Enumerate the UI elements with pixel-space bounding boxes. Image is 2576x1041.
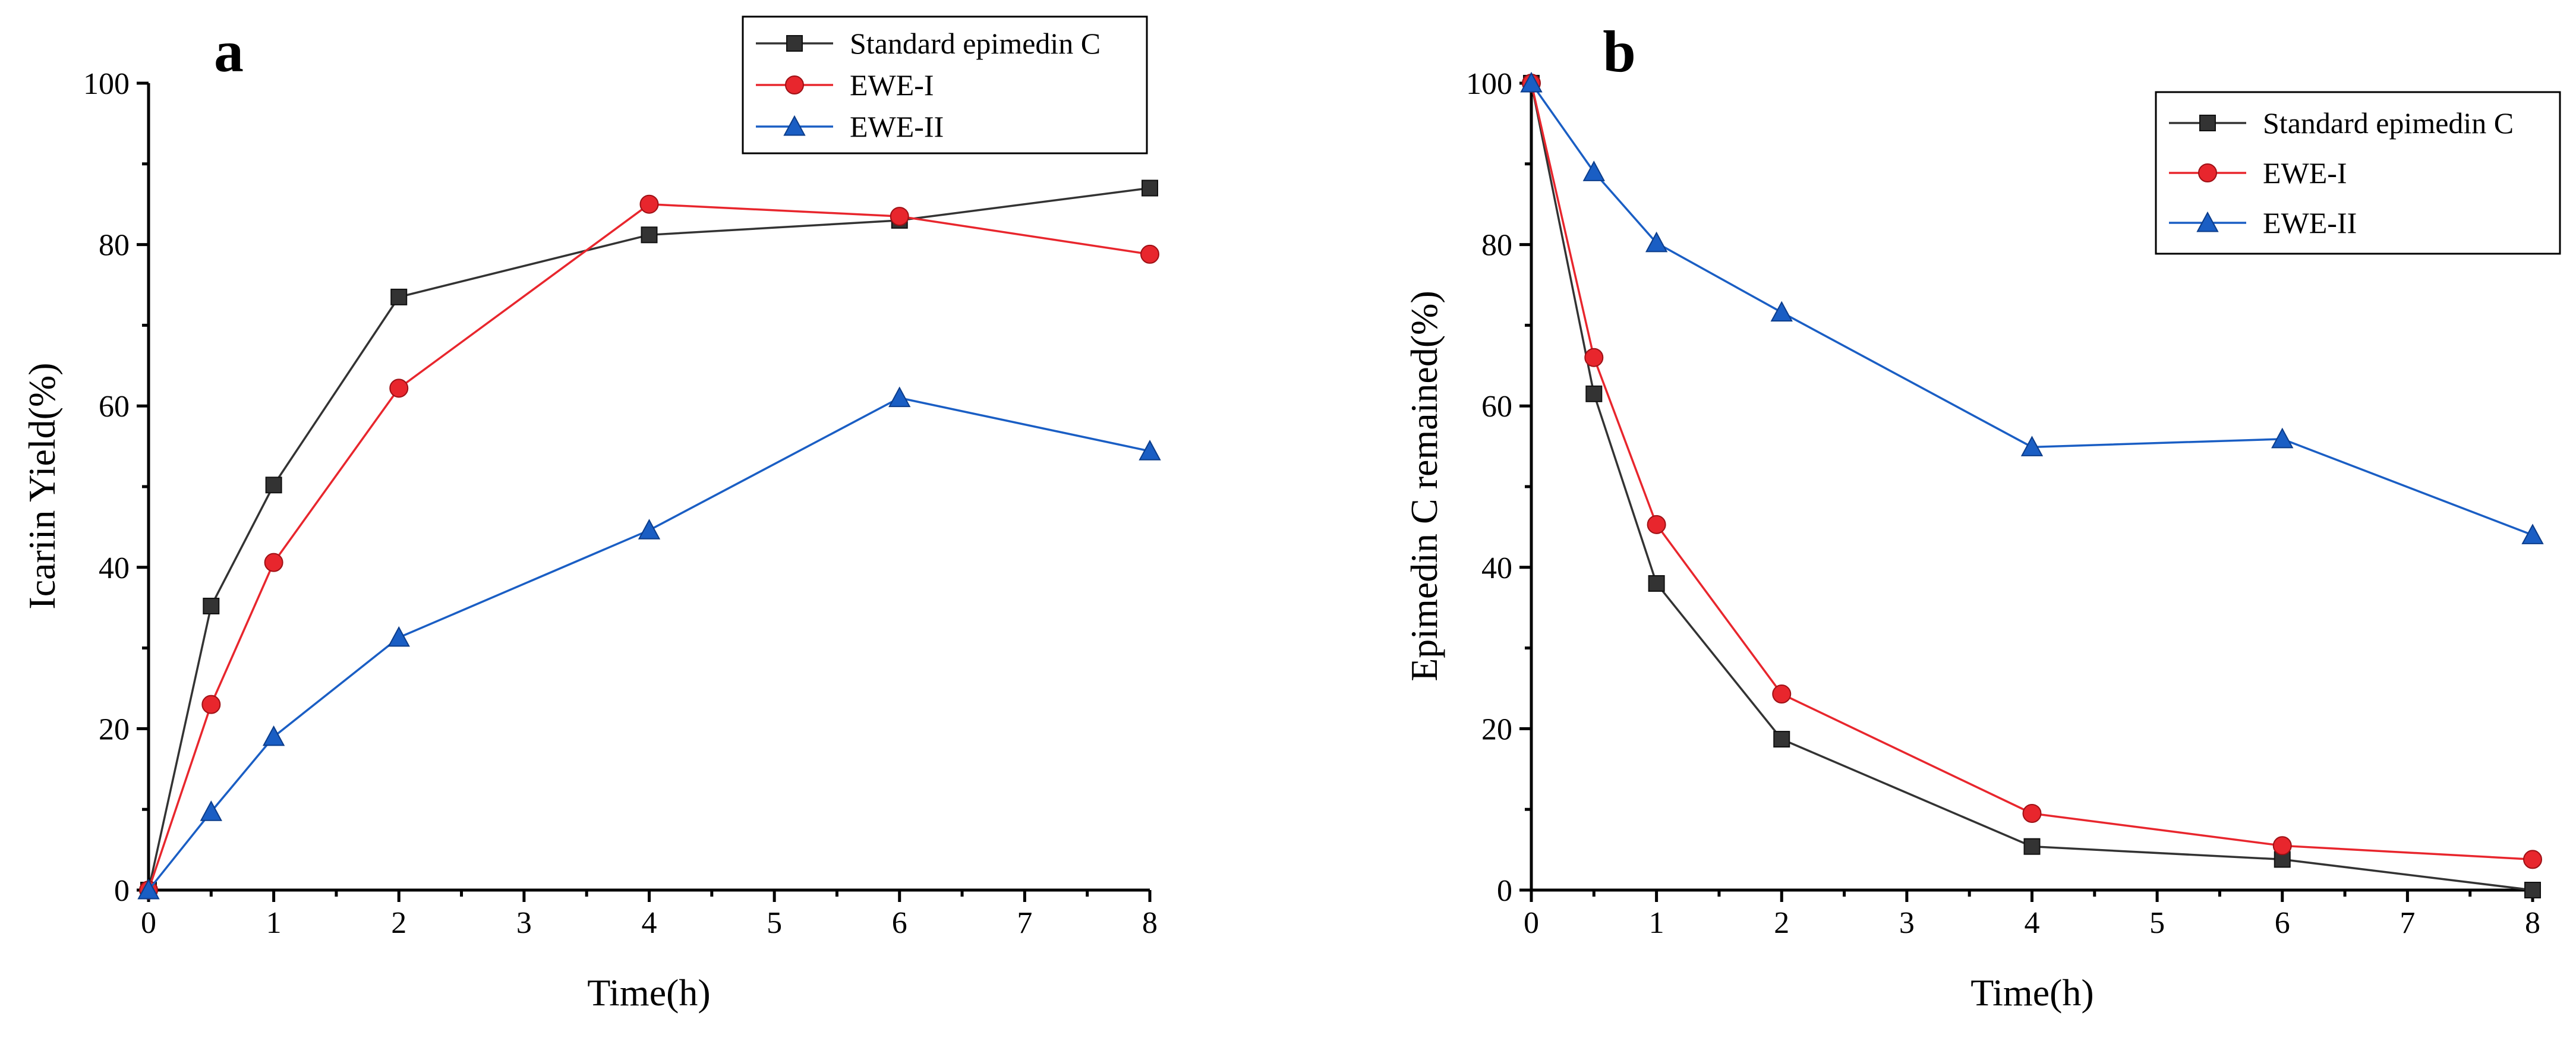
y-tick-label-a-0: 0 (114, 874, 130, 908)
legend-label-b-ewe-ii: EWE-II (2263, 206, 2357, 239)
x-tick-label-a-2: 2 (391, 906, 406, 940)
legend-a: Standard epimedin C EWE-I EWE-II (742, 15, 1148, 154)
data-point-b-ewe-ii-2 (1645, 231, 1668, 253)
data-point-b-standard-epimedin-c-6 (2524, 882, 2541, 898)
y-tick-label-a-100: 100 (83, 67, 130, 101)
data-point-a-ewe-ii-0 (137, 878, 160, 900)
y-axis-title-a: Icariin Yield(%) (21, 362, 63, 609)
series-a-ewe-ii (137, 386, 1161, 900)
x-tick-label-b-5: 5 (2149, 906, 2165, 940)
y-tick-label-a-40: 40 (99, 551, 130, 585)
y-tick-label-b-60: 60 (1481, 390, 1512, 424)
legend-label-a-ewe-i: EWE-I (850, 68, 934, 102)
x-tick-label-b-0: 0 (1524, 906, 1539, 940)
data-point-b-standard-epimedin-c-2 (1648, 575, 1665, 592)
data-point-a-standard-epimedin-c-6 (1142, 179, 1158, 197)
legend-label-a-standard-epimedin-c: Standard epimedin C (850, 27, 1101, 60)
panel-label-b: b (1603, 18, 1636, 84)
data-point-b-ewe-ii-1 (1582, 160, 1605, 181)
legend-marker-a-ewe-i (785, 75, 804, 94)
x-tick-label-a-6: 6 (892, 906, 907, 940)
data-point-b-ewe-ii-0 (1520, 71, 1543, 93)
y-tick-label-b-100: 100 (1466, 67, 1512, 101)
y-axis-title-b: Epimedin C remained(%) (1403, 291, 1445, 682)
data-point-a-ewe-ii-4 (638, 519, 661, 540)
data-point-a-ewe-i-2 (264, 553, 283, 572)
x-tick-label-b-4: 4 (2025, 906, 2040, 940)
data-point-a-standard-epimedin-c-1 (203, 597, 220, 614)
data-point-a-ewe-ii-1 (200, 800, 222, 821)
data-point-b-standard-epimedin-c-1 (1585, 385, 1603, 402)
x-tick-label-a-1: 1 (266, 906, 282, 940)
x-tick-label-b-2: 2 (1774, 906, 1789, 940)
series-line-a-ewe-ii (147, 396, 1150, 891)
y-tick-label-a-20: 20 (99, 712, 130, 746)
data-point-b-ewe-i-5 (2272, 836, 2292, 856)
data-point-a-standard-epimedin-c-2 (265, 477, 282, 494)
legend-label-a-ewe-ii: EWE-II (850, 110, 944, 143)
data-point-b-ewe-ii-6 (2521, 523, 2544, 544)
legend-marker-a-standard-epimedin-c (786, 35, 803, 52)
data-point-b-ewe-i-6 (2523, 850, 2542, 869)
data-point-b-standard-epimedin-c-3 (1773, 731, 1790, 748)
legend-marker-b-ewe-i (2198, 163, 2217, 182)
x-tick-label-a-3: 3 (516, 906, 532, 940)
data-point-a-standard-epimedin-c-4 (641, 226, 658, 244)
data-point-b-standard-epimedin-c-4 (2023, 838, 2041, 855)
data-point-a-ewe-i-6 (1140, 244, 1159, 264)
data-point-a-ewe-i-3 (389, 378, 409, 398)
x-tick-label-a-0: 0 (141, 906, 156, 940)
x-tick-label-a-4: 4 (642, 906, 657, 940)
x-axis-title-b: Time(h) (1970, 971, 2093, 1014)
series-line-a-ewe-i (147, 203, 1150, 891)
data-point-b-ewe-ii-4 (2020, 436, 2044, 456)
series-a-ewe-i (139, 194, 1159, 900)
series-b-standard-epimedin-c (1523, 75, 2541, 898)
x-tick-label-b-7: 7 (2400, 906, 2415, 940)
panel-label-a: a (214, 18, 244, 84)
data-point-a-ewe-ii-2 (262, 725, 285, 746)
legend-b: Standard epimedin C EWE-I EWE-II (2155, 91, 2561, 255)
data-point-a-ewe-ii-3 (387, 626, 410, 647)
data-point-b-ewe-i-4 (2022, 803, 2042, 823)
x-tick-label-b-8: 8 (2525, 906, 2540, 940)
x-tick-label-b-6: 6 (2275, 906, 2290, 940)
y-tick-label-a-80: 80 (99, 229, 130, 263)
data-point-b-ewe-i-2 (1647, 515, 1666, 534)
data-point-a-ewe-ii-5 (888, 386, 911, 408)
x-axis-title-a: Time(h) (587, 971, 710, 1014)
y-tick-label-b-40: 40 (1481, 551, 1512, 585)
y-tick-label-b-80: 80 (1481, 229, 1512, 263)
data-point-a-ewe-i-4 (639, 194, 659, 214)
y-tick-label-b-20: 20 (1481, 712, 1512, 746)
legend-marker-b-ewe-ii (2196, 211, 2219, 232)
legend-marker-b-standard-epimedin-c (2199, 115, 2216, 131)
x-tick-label-a-8: 8 (1142, 906, 1158, 940)
x-tick-label-a-5: 5 (767, 906, 782, 940)
data-point-a-standard-epimedin-c-3 (390, 288, 408, 305)
y-tick-label-b-0: 0 (1497, 874, 1512, 908)
data-point-a-ewe-i-5 (890, 207, 909, 226)
legend-box-b (2155, 91, 2561, 255)
y-tick-label-a-60: 60 (99, 390, 130, 424)
x-tick-label-b-3: 3 (1899, 906, 1915, 940)
data-point-b-ewe-ii-3 (1770, 301, 1793, 322)
legend-label-b-ewe-i: EWE-I (2263, 156, 2347, 190)
x-tick-label-b-1: 1 (1649, 906, 1664, 940)
data-point-b-ewe-i-3 (1772, 684, 1792, 704)
series-b-ewe-ii (1520, 71, 2544, 544)
data-point-a-ewe-i-1 (201, 695, 221, 714)
data-point-b-ewe-ii-5 (2271, 427, 2294, 449)
data-point-b-ewe-i-1 (1584, 348, 1604, 367)
x-tick-label-a-7: 7 (1017, 906, 1032, 940)
legend-label-b-standard-epimedin-c: Standard epimedin C (2263, 106, 2514, 140)
data-point-a-ewe-ii-6 (1139, 440, 1161, 460)
legend-marker-a-ewe-ii (783, 115, 806, 136)
